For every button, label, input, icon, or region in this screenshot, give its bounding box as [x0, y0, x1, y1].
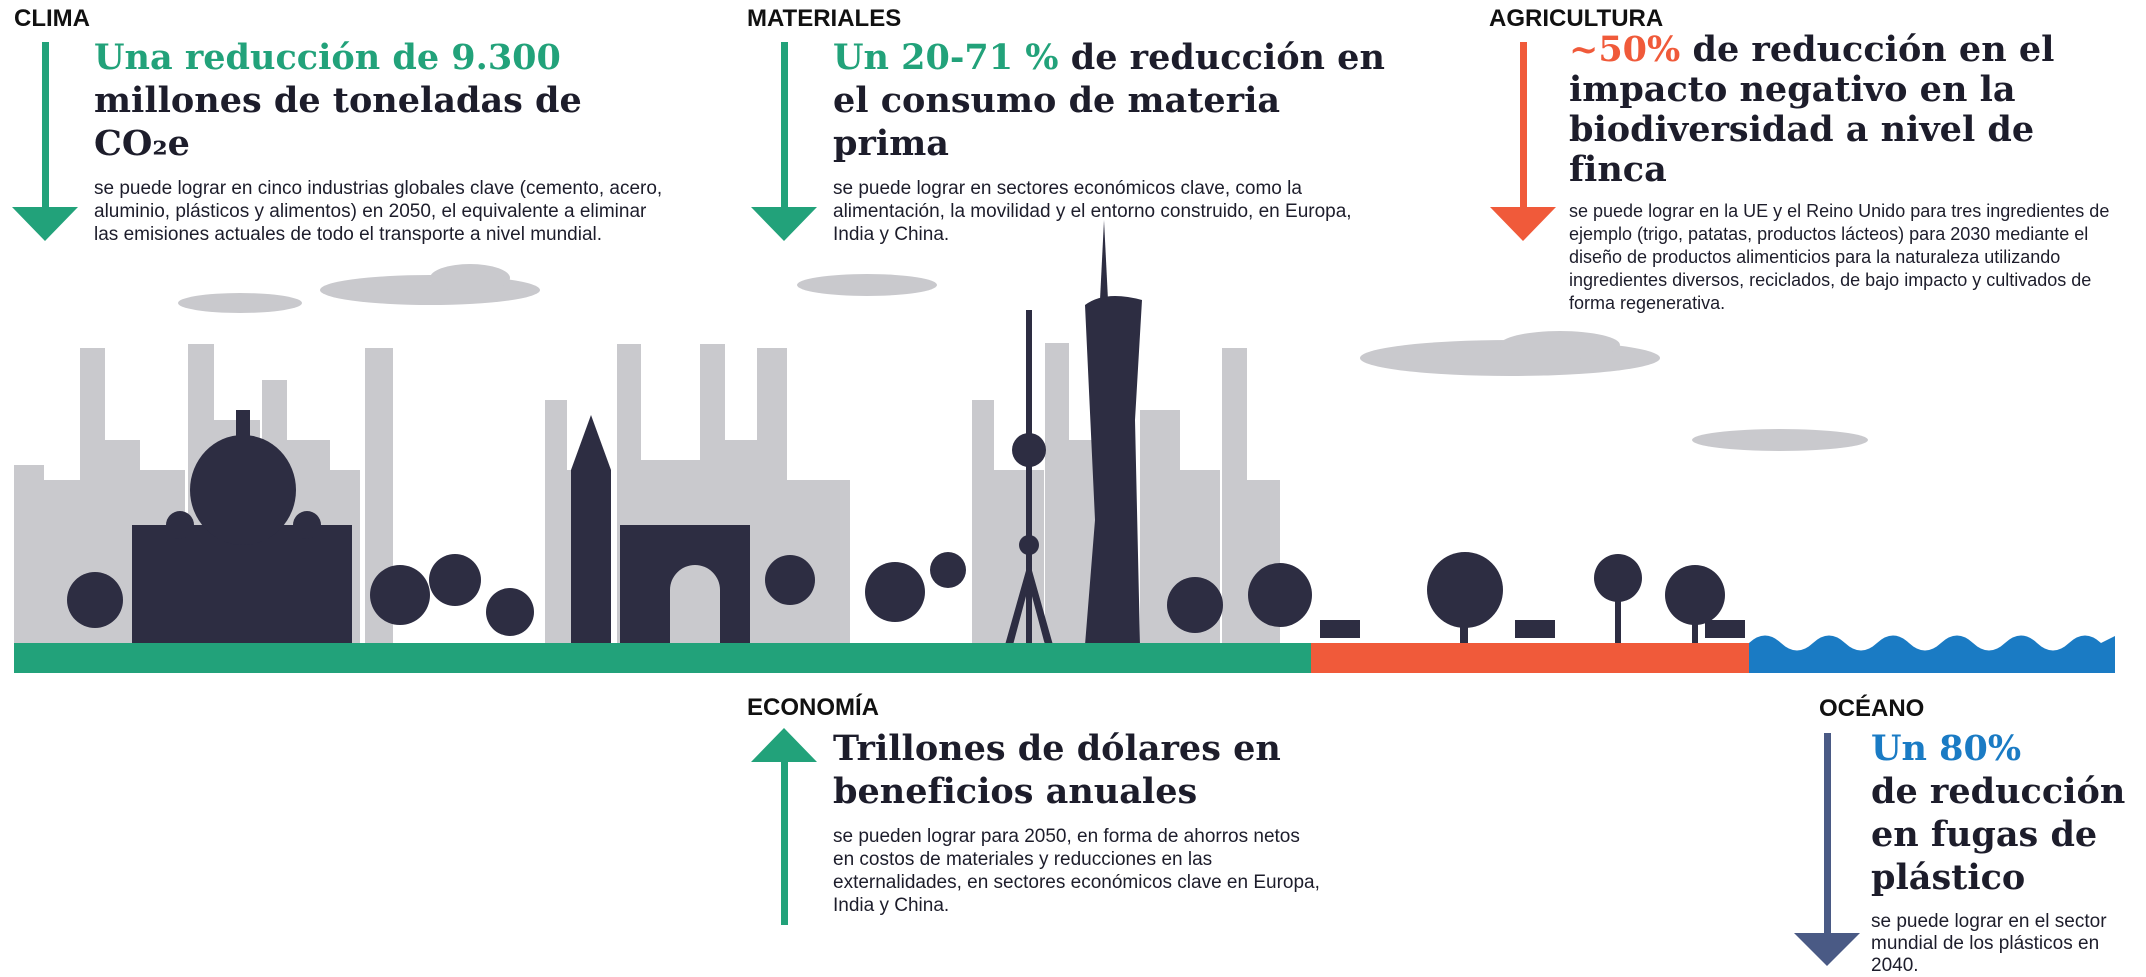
section: Un 20-71 % de reducción en el consumo de… [833, 36, 1403, 246]
section-label: ECONOMÍA [747, 694, 879, 722]
ocean-waves [1749, 636, 2115, 674]
body-text: se pueden lograr para 2050, en forma de … [833, 825, 1323, 917]
ground-green [14, 643, 1311, 673]
page: CLIMA Una reducción de 9.300millones de … [0, 0, 2146, 967]
section-label: OCÉANO [1819, 695, 1924, 723]
heading: ~50% de reducción en el impacto negativo… [1569, 30, 2139, 190]
title: Trillones de dólares en beneficios anual… [833, 728, 1281, 812]
heading: Un 80%de reducción en fugas de plástico [1871, 727, 2141, 899]
body-text: se puede lograr en la UE y el Reino Unid… [1569, 200, 2141, 315]
section-label: CLIMA [14, 5, 90, 33]
body-text: se puede lograr en sectores económicos c… [833, 177, 1353, 246]
section-label: MATERIALES [747, 5, 901, 33]
highlight: ~50% [1569, 29, 1680, 70]
title: millones de toneladas de CO₂e [94, 80, 582, 164]
highlight: Un 80% [1871, 728, 2021, 769]
ground-orange [1311, 643, 1749, 673]
section: Un 80%de reducción en fugas de plástico … [1871, 727, 2141, 977]
body-text: se puede lograr en cinco industrias glob… [94, 177, 674, 246]
highlight: Un 20-71 % [833, 37, 1059, 78]
section: ~50% de reducción en el impacto negativo… [1569, 30, 2139, 315]
section: Trillones de dólares en beneficios anual… [833, 727, 1323, 917]
title: de reducción en fugas de plástico [1871, 771, 2125, 898]
body-text: se puede lograr en el sector mundial de … [1871, 911, 2141, 977]
heading: Trillones de dólares en beneficios anual… [833, 727, 1323, 813]
heading: Un 20-71 % de reducción en el consumo de… [833, 36, 1403, 165]
highlight: Una reducción de 9.300 [94, 37, 561, 78]
